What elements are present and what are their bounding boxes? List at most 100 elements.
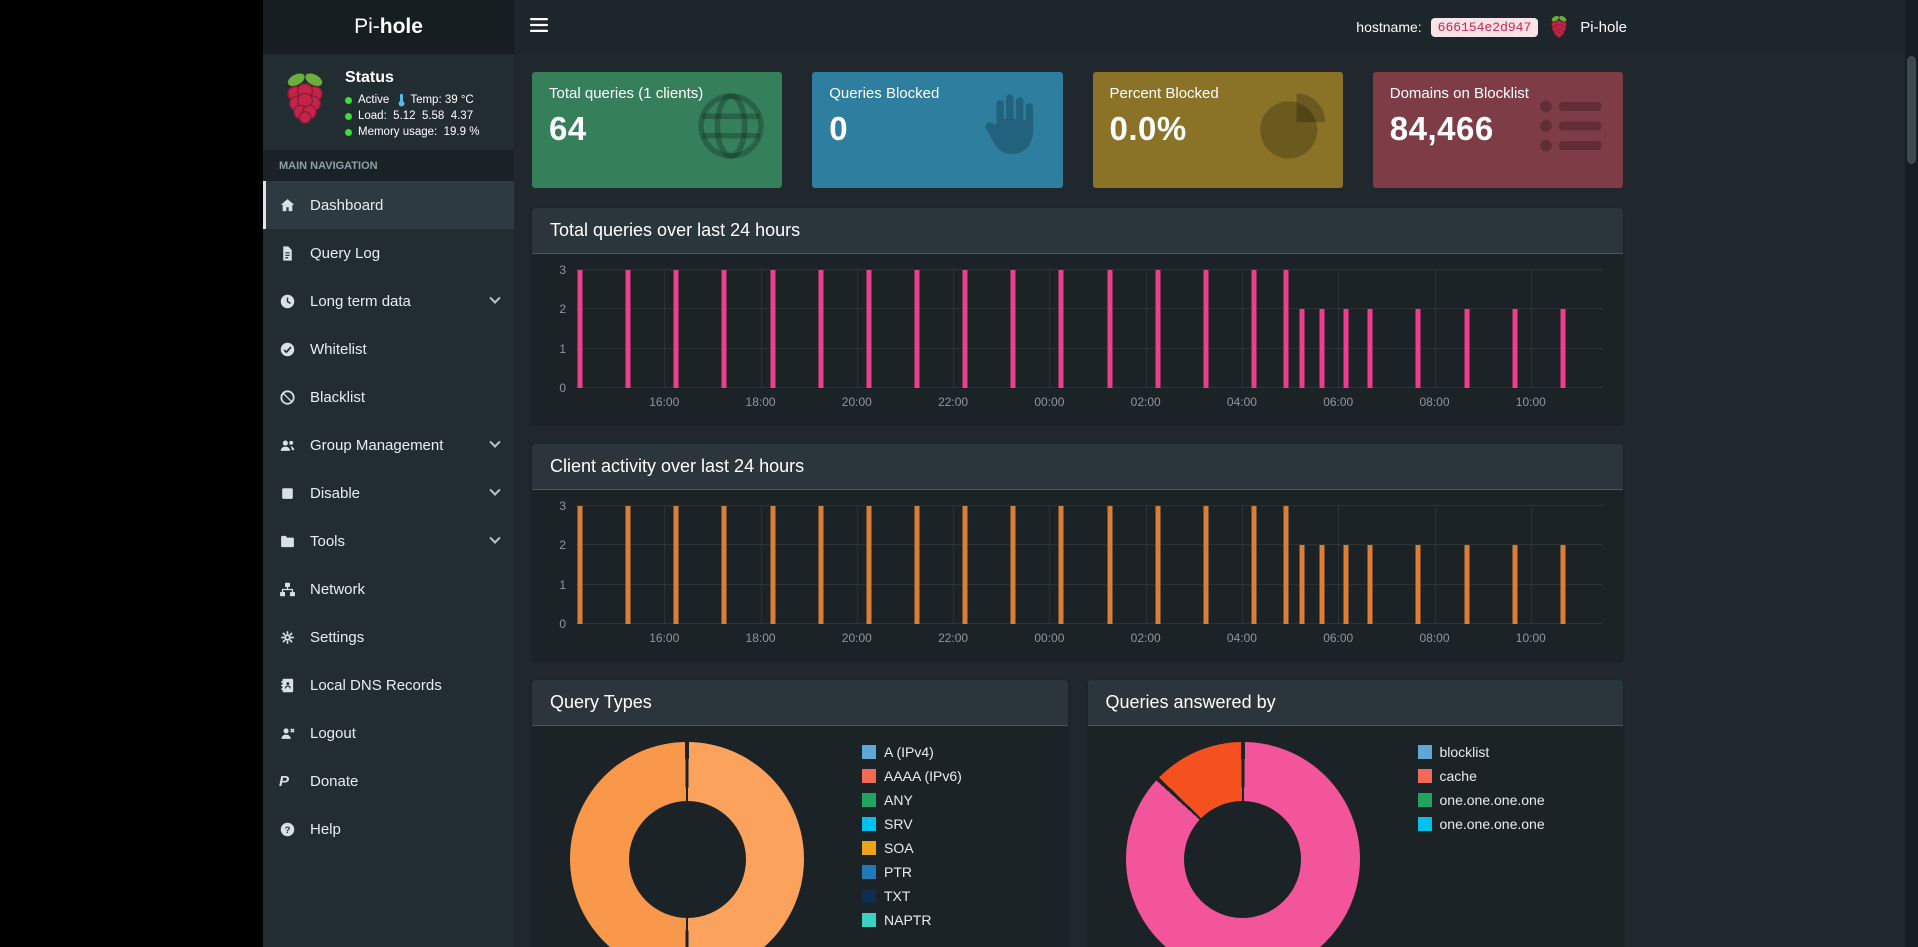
sidebar-item-logout[interactable]: Logout <box>263 709 514 757</box>
chart-bar[interactable] <box>1367 309 1373 388</box>
chart-bar[interactable] <box>1283 506 1289 624</box>
chart-bar[interactable] <box>1058 506 1064 624</box>
client-activity-chart[interactable]: 0 1 2 3 16:00 18:00 20:00 22:00 00:00 02:00 04:00 0… <box>548 499 1603 650</box>
chart-bar[interactable] <box>1058 270 1064 388</box>
total-queries-chart[interactable]: 0 1 2 3 16:00 18:00 20:00 22:00 00:00 02:00 04:00 0… <box>548 263 1603 414</box>
chart-bar[interactable] <box>1343 545 1349 624</box>
legend-item-one-one-one-one[interactable]: one.one.one.one <box>1417 792 1545 808</box>
chart-bar[interactable] <box>1299 309 1305 388</box>
chart-bar[interactable] <box>770 270 776 388</box>
chart-bar[interactable] <box>1155 270 1161 388</box>
chart-bar[interactable] <box>818 270 824 388</box>
chart-bar[interactable] <box>962 270 968 388</box>
donut-ring[interactable] <box>570 742 804 947</box>
chart-bar[interactable] <box>1203 270 1209 388</box>
sidebar-item-query-log[interactable]: Query Log <box>263 229 514 277</box>
sidebar-item-disable[interactable]: Disable <box>263 469 514 517</box>
chart-bar[interactable] <box>625 270 631 388</box>
sidebar-item-long-term-data[interactable]: Long term data <box>263 277 514 325</box>
sidebar-item-settings[interactable]: Settings <box>263 613 514 661</box>
chart-bar[interactable] <box>770 506 776 624</box>
legend-item-blocklist[interactable]: blocklist <box>1417 744 1545 760</box>
gridline <box>1145 270 1147 388</box>
legend-item-any[interactable]: ANY <box>862 792 962 808</box>
chart-bar[interactable] <box>1299 545 1305 624</box>
chart-bar[interactable] <box>1010 506 1016 624</box>
chart-bar[interactable] <box>1343 309 1349 388</box>
legend-item-a-ipv4[interactable]: A (IPv4) <box>862 744 962 760</box>
chart-bar[interactable] <box>1319 545 1325 624</box>
sidebar-item-dashboard[interactable]: Dashboard <box>263 181 514 229</box>
chart-bar[interactable] <box>1464 545 1470 624</box>
chart-bar[interactable] <box>1319 309 1325 388</box>
donut-ring[interactable] <box>1125 742 1360 947</box>
sidebar-item-blacklist[interactable]: Blacklist <box>263 373 514 421</box>
chart-plot-area <box>576 505 1603 624</box>
chart-bar[interactable] <box>721 506 727 624</box>
chart-bar[interactable] <box>577 270 583 388</box>
chart-bar[interactable] <box>577 506 583 624</box>
chart-bar[interactable] <box>673 506 679 624</box>
chart-bar[interactable] <box>962 506 968 624</box>
status-info: Status Active Temp: 39 °C Load: 5.12 5.58 … <box>345 68 479 140</box>
legend-item-srv[interactable]: SRV <box>862 816 962 832</box>
x-axis: 16:00 18:00 20:00 22:00 00:00 02:00 04:00 06:00… <box>576 388 1603 414</box>
legend-item-cache[interactable]: cache <box>1417 768 1545 784</box>
legend-item-one-one-one-one[interactable]: one.one.one.one <box>1417 816 1545 832</box>
legend-item-aaaa-ipv6[interactable]: AAAA (IPv6) <box>862 768 962 784</box>
stat-card-total-queries-1-clients[interactable]: Total queries (1 clients) 64 <box>532 72 783 188</box>
stat-card-percent-blocked[interactable]: Percent Blocked 0.0% <box>1092 72 1343 188</box>
chart-bar[interactable] <box>1251 270 1257 388</box>
chart-bar[interactable] <box>866 270 872 388</box>
logout-icon <box>279 725 301 742</box>
sidebar-item-network[interactable]: Network <box>263 565 514 613</box>
legend-item-ptr[interactable]: PTR <box>862 864 962 880</box>
sidebar-item-tools[interactable]: Tools <box>263 517 514 565</box>
chart-bar[interactable] <box>818 506 824 624</box>
chart-bar[interactable] <box>1512 545 1518 624</box>
legend-item-naptr[interactable]: NAPTR <box>862 912 962 928</box>
chart-bar[interactable] <box>625 506 631 624</box>
app-logo[interactable]: Pi-hole <box>263 0 514 54</box>
chart-bar[interactable] <box>1464 309 1470 388</box>
chart-bar[interactable] <box>721 270 727 388</box>
legend-color-swatch <box>1417 817 1432 831</box>
sidebar-item-group-management[interactable]: Group Management <box>263 421 514 469</box>
clock-icon <box>279 293 301 310</box>
chart-bar[interactable] <box>1251 506 1257 624</box>
y-tick-label: 1 <box>559 341 566 356</box>
sidebar-item-whitelist[interactable]: Whitelist <box>263 325 514 373</box>
legend-color-swatch <box>862 745 876 759</box>
sidebar-item-local-dns-records[interactable]: Local DNS Records <box>263 661 514 709</box>
chart-bar[interactable] <box>1367 545 1373 624</box>
stat-card-domains-on-blocklist[interactable]: Domains on Blocklist 84,466 <box>1372 72 1623 188</box>
chart-bar[interactable] <box>1203 506 1209 624</box>
stat-card-queries-blocked[interactable]: Queries Blocked 0 <box>812 72 1063 188</box>
chart-bar[interactable] <box>673 270 679 388</box>
chart-bar[interactable] <box>1107 506 1113 624</box>
stat-card-title: Queries Blocked <box>829 85 940 102</box>
gears-icon <box>279 629 301 646</box>
gridline <box>1434 270 1436 388</box>
chart-bar[interactable] <box>1010 270 1016 388</box>
chart-bar[interactable] <box>1415 309 1421 388</box>
legend-item-soa[interactable]: SOA <box>862 840 962 856</box>
chart-bar[interactable] <box>914 506 920 624</box>
chart-bar[interactable] <box>1107 270 1113 388</box>
chart-bar[interactable] <box>1512 309 1518 388</box>
chart-bar[interactable] <box>866 506 872 624</box>
content-container: Total queries (1 clients) 64 Queries Block… <box>532 72 1623 947</box>
chart-bar[interactable] <box>1415 545 1421 624</box>
stat-card-title: Domains on Blocklist <box>1389 85 1529 102</box>
scrollbar[interactable] <box>1905 0 1918 947</box>
chart-bar[interactable] <box>1560 309 1566 388</box>
sidebar-item-help[interactable]: ? Help <box>263 805 514 853</box>
scrollbar-thumb[interactable] <box>1907 56 1916 164</box>
chart-bar[interactable] <box>1155 506 1161 624</box>
sidebar-item-donate[interactable]: P Donate <box>263 757 514 805</box>
chart-bar[interactable] <box>914 270 920 388</box>
legend-item-txt[interactable]: TXT <box>862 888 962 904</box>
chart-bar[interactable] <box>1283 270 1289 388</box>
sidebar-toggle-button[interactable] <box>514 0 564 54</box>
chart-bar[interactable] <box>1560 545 1566 624</box>
